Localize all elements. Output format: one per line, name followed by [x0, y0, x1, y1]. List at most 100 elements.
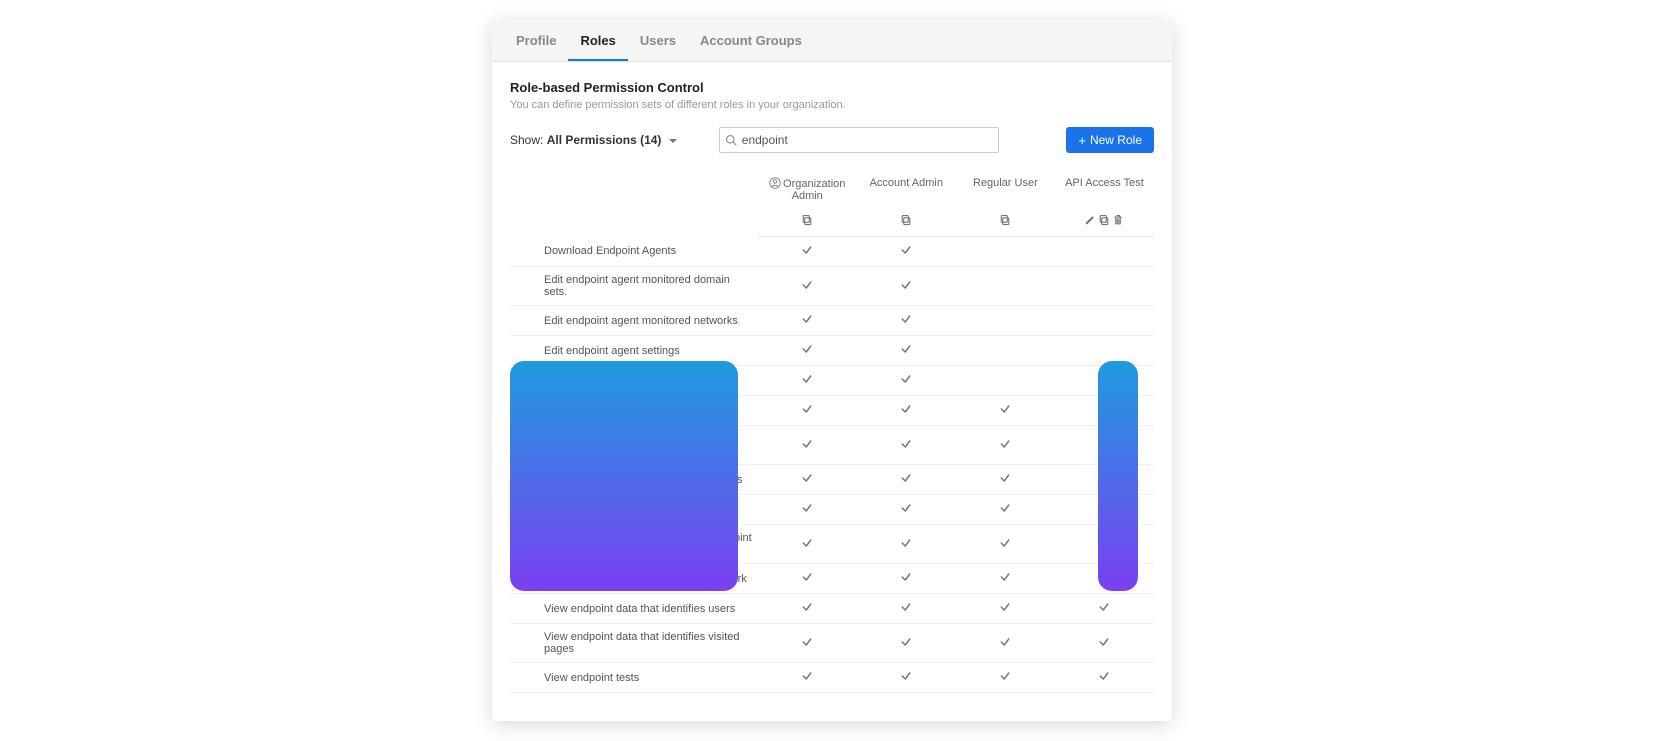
copy-icon[interactable] [899, 214, 913, 226]
table-row: View endpoint agent monitored networks [510, 465, 1154, 495]
check-icon [900, 639, 912, 651]
permission-cell [758, 336, 857, 366]
permission-cell [1055, 495, 1154, 525]
permission-cell [758, 426, 857, 465]
table-row: View endpoint agent data [510, 396, 1154, 426]
table-row: View endpoint data that identifies netwo… [510, 564, 1154, 594]
permission-cell [956, 267, 1055, 306]
column-header: Account Admin [857, 173, 956, 210]
copy-icon[interactable] [998, 214, 1012, 226]
permission-cell [758, 366, 857, 396]
check-icon [801, 574, 813, 586]
permission-cell [956, 396, 1055, 426]
permission-cell [956, 336, 1055, 366]
check-icon [1098, 475, 1110, 487]
show-value: All Permissions (14) [547, 133, 662, 147]
delete-icon[interactable] [1111, 214, 1125, 226]
check-icon [1098, 406, 1110, 418]
check-icon [900, 247, 912, 259]
check-icon [801, 604, 813, 616]
table-row: Edit endpoint agent monitored networks [510, 306, 1154, 336]
permission-cell [857, 564, 956, 594]
table-row: Edit endpoint agent settings [510, 336, 1154, 366]
permission-cell [1055, 525, 1154, 564]
permission-cell [956, 525, 1055, 564]
permission-cell [758, 465, 857, 495]
permission-cell [857, 306, 956, 336]
copy-icon[interactable] [800, 214, 814, 226]
column-actions [857, 210, 956, 237]
check-icon [900, 574, 912, 586]
search-icon [725, 134, 737, 146]
tab-profile[interactable]: Profile [504, 20, 568, 61]
check-icon [999, 441, 1011, 453]
permission-cell [956, 594, 1055, 624]
search-input[interactable] [719, 127, 999, 153]
check-icon [999, 505, 1011, 517]
permission-cell [956, 663, 1055, 693]
permission-cell [857, 366, 956, 396]
permission-cell [857, 465, 956, 495]
tab-account-groups[interactable]: Account Groups [688, 20, 814, 61]
permission-cell [1055, 465, 1154, 495]
check-icon [900, 475, 912, 487]
permission-cell [857, 663, 956, 693]
plus-icon: + [1078, 134, 1086, 147]
permission-cell [956, 366, 1055, 396]
permission-cell [1055, 267, 1154, 306]
check-icon [801, 475, 813, 487]
permission-name: View endpoint agent monitored domain set… [510, 426, 758, 465]
check-icon [801, 282, 813, 294]
table-row: Edit endpoint tests [510, 366, 1154, 396]
new-role-button[interactable]: + New Role [1066, 127, 1154, 153]
settings-panel: ProfileRolesUsersAccount Groups Role-bas… [492, 20, 1172, 721]
check-icon [999, 574, 1011, 586]
table-wrap: Organization AdminAccount AdminRegular U… [510, 173, 1154, 693]
check-icon [999, 540, 1011, 552]
new-role-label: New Role [1090, 133, 1142, 147]
edit-icon[interactable] [1083, 214, 1097, 226]
column-actions [956, 210, 1055, 237]
check-icon [900, 406, 912, 418]
permission-cell [857, 594, 956, 624]
permission-name: View endpoint agent data [510, 396, 758, 426]
section-title: Role-based Permission Control [510, 80, 1154, 95]
permission-name: View endpoint agent monitored networks [510, 465, 758, 495]
tab-users[interactable]: Users [628, 20, 688, 61]
check-icon [999, 673, 1011, 685]
permission-cell [758, 267, 857, 306]
permission-cell [1055, 336, 1154, 366]
check-icon [900, 540, 912, 552]
column-header: Regular User [956, 173, 1055, 210]
permission-cell [1055, 663, 1154, 693]
table-row: Edit endpoint agent monitored domain set… [510, 267, 1154, 306]
permission-cell [1055, 366, 1154, 396]
tab-roles[interactable]: Roles [568, 20, 627, 61]
column-header: API Access Test [1055, 173, 1154, 210]
check-icon [1098, 505, 1110, 517]
permission-cell [758, 525, 857, 564]
table-row: View endpoint agent monitored domain set… [510, 426, 1154, 465]
table-row: View endpoint data that identifies Endpo… [510, 525, 1154, 564]
copy-icon[interactable] [1097, 214, 1111, 226]
check-icon [1098, 574, 1110, 586]
show-filter[interactable]: Show: All Permissions (14) [510, 133, 677, 147]
check-icon [801, 406, 813, 418]
controls-row: Show: All Permissions (14) + New Role [510, 127, 1154, 153]
permission-cell [1055, 306, 1154, 336]
permission-cell [1055, 594, 1154, 624]
permission-cell [857, 237, 956, 267]
check-icon [900, 346, 912, 358]
check-icon [900, 505, 912, 517]
permission-cell [857, 525, 956, 564]
permission-cell [758, 306, 857, 336]
check-icon [1098, 441, 1110, 453]
permission-cell [1055, 564, 1154, 594]
check-icon [801, 505, 813, 517]
check-icon [801, 540, 813, 552]
permission-cell [1055, 237, 1154, 267]
table-row: View endpoint data that identifies visit… [510, 624, 1154, 663]
section-subtitle: You can define permission sets of differ… [510, 99, 1154, 111]
permission-name: View endpoint data that identifies users [510, 594, 758, 624]
check-icon [900, 282, 912, 294]
